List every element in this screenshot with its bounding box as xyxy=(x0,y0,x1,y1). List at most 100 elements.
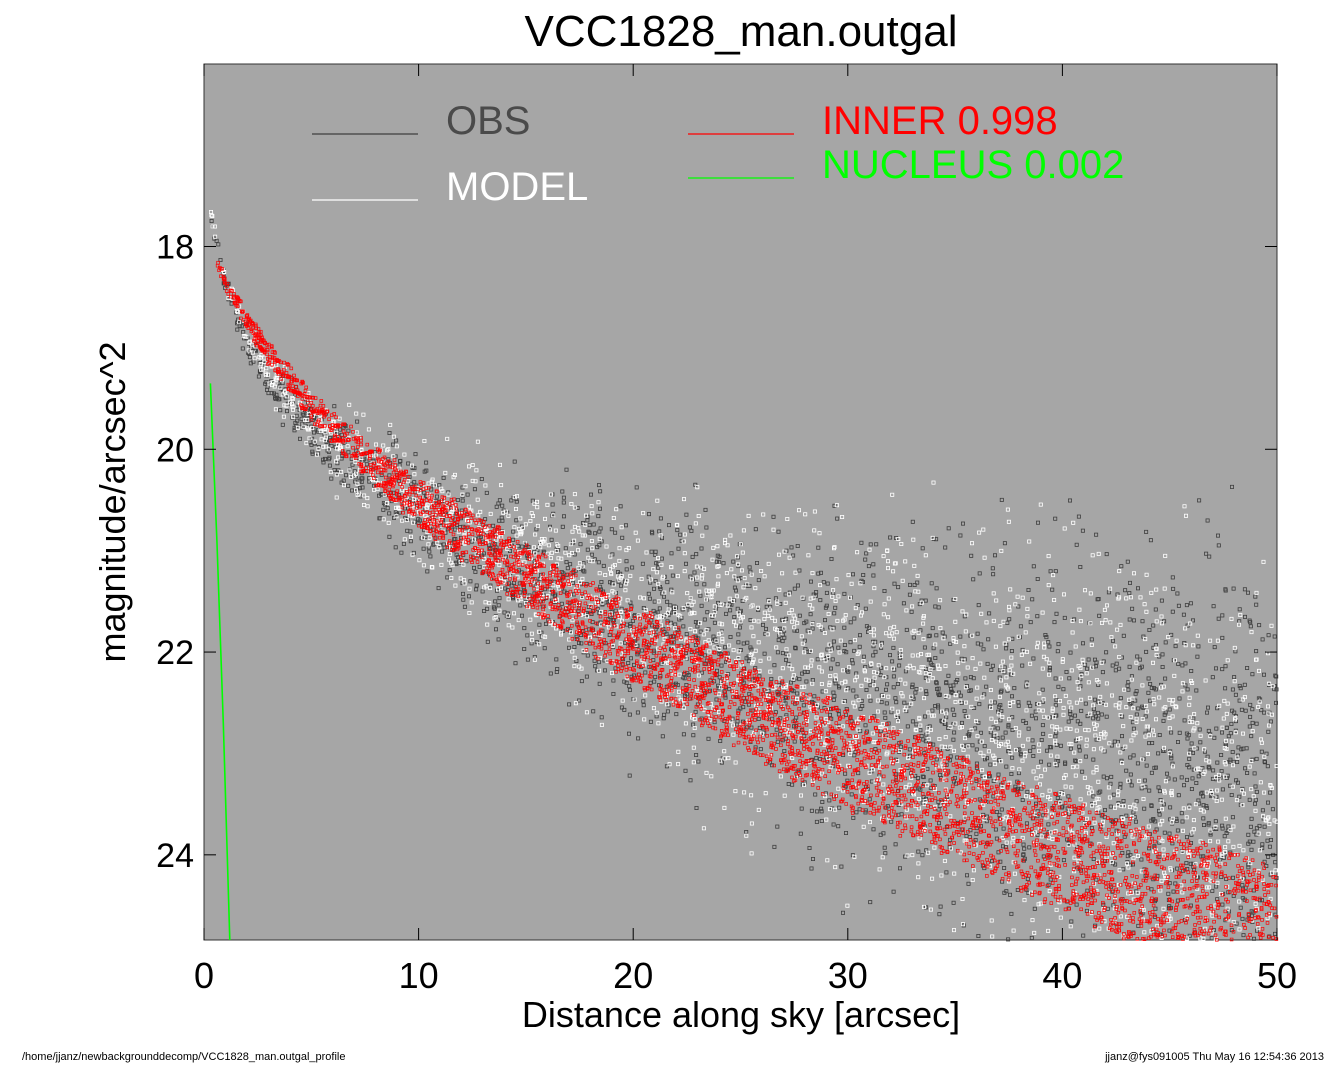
obs-point xyxy=(1147,846,1152,851)
obs-point xyxy=(1016,700,1021,705)
obs-point xyxy=(443,530,448,535)
obs-point xyxy=(461,597,466,602)
obs-point xyxy=(998,859,1003,864)
obs-point xyxy=(360,485,365,490)
obs-point xyxy=(976,934,981,939)
obs-point xyxy=(1085,666,1090,671)
obs-point xyxy=(1021,852,1026,857)
obs-point xyxy=(577,698,582,703)
obs-point xyxy=(694,753,699,758)
obs-point xyxy=(355,419,360,424)
obs-point xyxy=(801,703,806,708)
obs-point xyxy=(1018,624,1023,629)
obs-point xyxy=(1134,689,1139,694)
obs-point xyxy=(1169,756,1174,761)
obs-point xyxy=(1068,498,1073,503)
obs-point xyxy=(1129,783,1134,788)
obs-point xyxy=(485,606,490,611)
obs-point xyxy=(946,726,951,731)
obs-point xyxy=(1028,620,1033,625)
obs-point xyxy=(1096,790,1101,795)
obs-point xyxy=(984,819,989,824)
obs-point xyxy=(596,514,601,519)
obs-point xyxy=(894,536,899,541)
obs-point xyxy=(675,528,680,533)
obs-point xyxy=(1204,551,1209,556)
obs-point xyxy=(539,630,544,635)
obs-point xyxy=(597,483,602,488)
obs-point xyxy=(1214,666,1219,671)
obs-point xyxy=(595,607,600,612)
obs-point xyxy=(670,573,675,578)
obs-point xyxy=(676,546,681,551)
obs-point xyxy=(832,503,837,508)
obs-point xyxy=(1041,813,1046,818)
obs-point xyxy=(1207,554,1212,559)
obs-point xyxy=(387,534,392,539)
obs-point xyxy=(1047,644,1052,649)
obs-point xyxy=(789,680,794,685)
obs-point xyxy=(977,702,982,707)
obs-point xyxy=(578,542,583,547)
obs-point xyxy=(1024,821,1029,826)
obs-point xyxy=(1242,876,1247,881)
obs-point xyxy=(1176,793,1181,798)
obs-point xyxy=(842,625,847,630)
obs-point xyxy=(1127,617,1132,622)
obs-point xyxy=(1069,715,1074,720)
obs-point xyxy=(1173,881,1178,886)
obs-point xyxy=(930,708,935,713)
obs-point xyxy=(480,589,485,594)
obs-point xyxy=(626,661,631,666)
obs-point xyxy=(1104,552,1109,557)
obs-point xyxy=(577,641,582,646)
obs-point xyxy=(819,570,824,575)
obs-point xyxy=(1258,697,1263,702)
obs-point xyxy=(1149,887,1154,892)
obs-point xyxy=(585,653,590,658)
obs-point xyxy=(1220,635,1225,640)
obs-point xyxy=(937,912,942,917)
obs-point xyxy=(1174,818,1179,823)
obs-point xyxy=(1131,753,1136,758)
obs-point xyxy=(525,657,530,662)
obs-point xyxy=(393,454,398,459)
obs-point xyxy=(1048,715,1053,720)
obs-point xyxy=(1111,638,1116,643)
obs-point xyxy=(399,550,404,555)
obs-point xyxy=(1139,857,1144,862)
obs-point xyxy=(1166,776,1171,781)
obs-point xyxy=(1009,672,1014,677)
obs-point xyxy=(665,599,670,604)
obs-point xyxy=(705,610,710,615)
obs-point xyxy=(622,707,627,712)
obs-point xyxy=(958,533,963,538)
obs-point xyxy=(978,730,983,735)
obs-point xyxy=(664,764,669,769)
obs-point xyxy=(575,505,580,510)
obs-point xyxy=(1032,906,1037,911)
obs-point xyxy=(1126,680,1131,685)
obs-point xyxy=(1089,637,1094,642)
obs-point xyxy=(820,800,825,805)
obs-point xyxy=(879,640,884,645)
obs-point xyxy=(1184,731,1189,736)
obs-point xyxy=(1219,753,1224,758)
obs-point xyxy=(1243,708,1248,713)
obs-point xyxy=(1118,781,1123,786)
obs-point xyxy=(1260,637,1265,642)
obs-point xyxy=(283,394,288,399)
obs-point xyxy=(1034,716,1039,721)
obs-point xyxy=(1246,832,1251,837)
obs-point xyxy=(923,598,928,603)
obs-point xyxy=(976,603,981,608)
obs-point xyxy=(1031,564,1036,569)
obs-point xyxy=(1274,700,1279,705)
obs-point xyxy=(863,606,868,611)
obs-point xyxy=(522,626,527,631)
obs-point xyxy=(871,653,876,658)
obs-point xyxy=(579,641,584,646)
obs-point xyxy=(548,671,553,676)
obs-point xyxy=(931,742,936,747)
